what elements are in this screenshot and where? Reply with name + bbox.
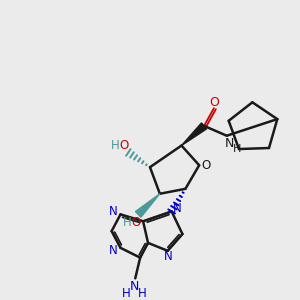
Text: N: N bbox=[173, 202, 182, 215]
Text: N: N bbox=[225, 137, 234, 150]
Text: O: O bbox=[201, 159, 211, 172]
Text: N: N bbox=[109, 205, 118, 218]
Text: H: H bbox=[122, 286, 131, 300]
Text: N: N bbox=[109, 244, 118, 257]
Text: H: H bbox=[123, 216, 132, 229]
Text: N: N bbox=[130, 280, 139, 293]
Text: O: O bbox=[209, 96, 219, 109]
Text: H: H bbox=[138, 286, 146, 300]
Polygon shape bbox=[136, 194, 160, 217]
Polygon shape bbox=[182, 123, 207, 146]
Text: O: O bbox=[132, 216, 141, 229]
Text: H: H bbox=[233, 143, 242, 154]
Text: H: H bbox=[111, 139, 120, 152]
Text: O: O bbox=[120, 139, 129, 152]
Text: N: N bbox=[164, 250, 173, 263]
